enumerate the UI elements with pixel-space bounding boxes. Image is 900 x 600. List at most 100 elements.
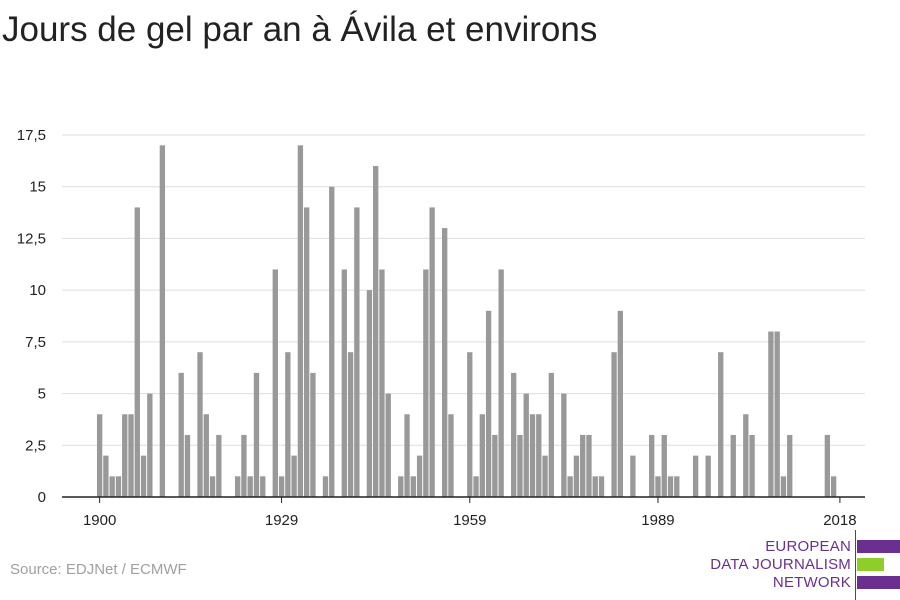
bar [467, 352, 473, 497]
bar [159, 145, 166, 498]
bar [580, 434, 586, 497]
bar [96, 414, 103, 497]
bar [598, 476, 605, 497]
bar [322, 476, 329, 497]
bar [103, 455, 109, 497]
bar [109, 476, 115, 497]
y-tick-label: 12,5 [17, 230, 46, 247]
bar [203, 414, 209, 497]
bar [749, 434, 755, 497]
y-tick-label: 2,5 [25, 437, 46, 454]
y-tick-label: 17,5 [17, 127, 46, 144]
bar [705, 455, 711, 497]
gridlines [62, 134, 865, 446]
bar [529, 414, 536, 497]
x-tick-label: 1959 [453, 512, 486, 529]
x-tick-label: 1929 [265, 512, 298, 529]
bar [787, 434, 793, 497]
bar [498, 269, 504, 497]
bar [824, 434, 831, 497]
bar [523, 393, 529, 497]
bar [473, 476, 479, 497]
bar [122, 414, 128, 497]
logo-bar-green [857, 558, 884, 571]
logo-bar-purple-top [857, 540, 900, 553]
bar [366, 290, 373, 497]
bar [398, 476, 404, 497]
bar [485, 310, 492, 497]
bar [216, 434, 222, 497]
bar [442, 228, 448, 498]
logo-line-3: NETWORK [772, 574, 851, 591]
bar [410, 476, 416, 497]
bar [511, 372, 517, 497]
bars [96, 145, 837, 498]
bar [354, 207, 360, 497]
bar [385, 393, 391, 497]
bar [692, 455, 699, 497]
bar [329, 186, 335, 497]
bar [649, 434, 655, 497]
y-tick-label: 0 [38, 489, 46, 506]
bar [479, 414, 485, 497]
logo-line-1: EUROPEAN [765, 538, 851, 555]
bar [611, 352, 617, 497]
bar [768, 331, 774, 497]
bar [241, 434, 247, 497]
bar [548, 372, 554, 497]
bar [561, 393, 567, 497]
bar [347, 352, 354, 497]
y-tick-label: 15 [29, 179, 46, 196]
bar [730, 434, 736, 497]
bar [586, 434, 592, 497]
y-tick-label: 10 [29, 282, 46, 299]
bar [310, 372, 316, 497]
bar [115, 476, 122, 497]
logo-divider [855, 530, 856, 600]
bar [134, 207, 140, 497]
bar [567, 476, 573, 497]
source-note: Source: EDJNet / ECMWF [10, 561, 187, 578]
bar [592, 476, 598, 497]
bar [209, 476, 216, 497]
bar [140, 455, 147, 497]
bar [260, 476, 266, 497]
x-tick-label: 1900 [83, 512, 116, 529]
bar [774, 331, 780, 497]
bar [247, 476, 253, 497]
bar [416, 455, 423, 497]
bar [373, 166, 379, 497]
bar [341, 269, 347, 497]
bar [830, 476, 837, 497]
bar [253, 372, 260, 497]
bar [448, 414, 454, 497]
bar [429, 207, 435, 497]
bar [272, 269, 278, 497]
bar [234, 476, 241, 497]
bar [517, 434, 523, 497]
edjnet-logo: EUROPEAN DATA JOURNALISM NETWORK [700, 530, 900, 600]
bar [718, 352, 724, 497]
bar [297, 145, 304, 498]
bar [667, 476, 674, 497]
bar [278, 476, 285, 497]
bar [573, 455, 580, 497]
bar [674, 476, 680, 497]
bar [404, 414, 410, 497]
bar [197, 352, 203, 497]
bar [291, 455, 297, 497]
bar [617, 310, 624, 497]
bar [630, 455, 636, 497]
bar [655, 476, 661, 497]
bar [184, 434, 191, 497]
bar [379, 269, 385, 497]
bar [423, 269, 429, 497]
y-tick-label: 5 [38, 386, 46, 403]
logo-bar-purple-bottom [857, 576, 900, 589]
axes: 0 2,5 5 7,5 10 12,5 15 17,5 1900 1929 1959 1989 2018 [17, 127, 865, 529]
bar [542, 455, 548, 497]
logo-line-2: DATA JOURNALISM [710, 556, 851, 573]
bar [536, 414, 542, 497]
bar [661, 434, 667, 497]
